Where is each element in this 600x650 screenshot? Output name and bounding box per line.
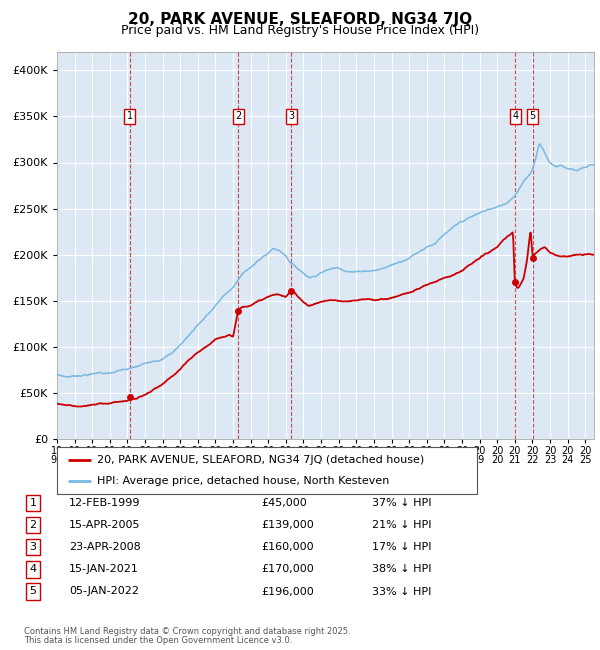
Text: 12-FEB-1999: 12-FEB-1999 — [69, 498, 140, 508]
Text: £196,000: £196,000 — [261, 586, 314, 597]
Text: 3: 3 — [288, 111, 295, 122]
Text: 4: 4 — [29, 564, 37, 575]
Text: 4: 4 — [512, 111, 518, 122]
Text: £170,000: £170,000 — [261, 564, 314, 575]
Text: 33% ↓ HPI: 33% ↓ HPI — [372, 586, 431, 597]
Text: 2: 2 — [29, 520, 37, 530]
Text: 15-APR-2005: 15-APR-2005 — [69, 520, 140, 530]
Text: 20, PARK AVENUE, SLEAFORD, NG34 7JQ (detached house): 20, PARK AVENUE, SLEAFORD, NG34 7JQ (det… — [97, 455, 424, 465]
Text: 1: 1 — [29, 498, 37, 508]
Text: HPI: Average price, detached house, North Kesteven: HPI: Average price, detached house, Nort… — [97, 476, 389, 486]
Text: 2: 2 — [235, 111, 241, 122]
Text: 1: 1 — [127, 111, 133, 122]
Text: £45,000: £45,000 — [261, 498, 307, 508]
Text: £139,000: £139,000 — [261, 520, 314, 530]
Text: 05-JAN-2022: 05-JAN-2022 — [69, 586, 139, 597]
Text: 17% ↓ HPI: 17% ↓ HPI — [372, 542, 431, 552]
Text: £160,000: £160,000 — [261, 542, 314, 552]
Text: 23-APR-2008: 23-APR-2008 — [69, 542, 141, 552]
Text: Price paid vs. HM Land Registry's House Price Index (HPI): Price paid vs. HM Land Registry's House … — [121, 24, 479, 37]
Text: 37% ↓ HPI: 37% ↓ HPI — [372, 498, 431, 508]
Text: 21% ↓ HPI: 21% ↓ HPI — [372, 520, 431, 530]
Text: Contains HM Land Registry data © Crown copyright and database right 2025.: Contains HM Land Registry data © Crown c… — [24, 627, 350, 636]
Text: 5: 5 — [29, 586, 37, 597]
Text: 5: 5 — [529, 111, 536, 122]
Text: This data is licensed under the Open Government Licence v3.0.: This data is licensed under the Open Gov… — [24, 636, 292, 645]
Text: 38% ↓ HPI: 38% ↓ HPI — [372, 564, 431, 575]
Text: 15-JAN-2021: 15-JAN-2021 — [69, 564, 139, 575]
Text: 20, PARK AVENUE, SLEAFORD, NG34 7JQ: 20, PARK AVENUE, SLEAFORD, NG34 7JQ — [128, 12, 472, 27]
Text: 3: 3 — [29, 542, 37, 552]
